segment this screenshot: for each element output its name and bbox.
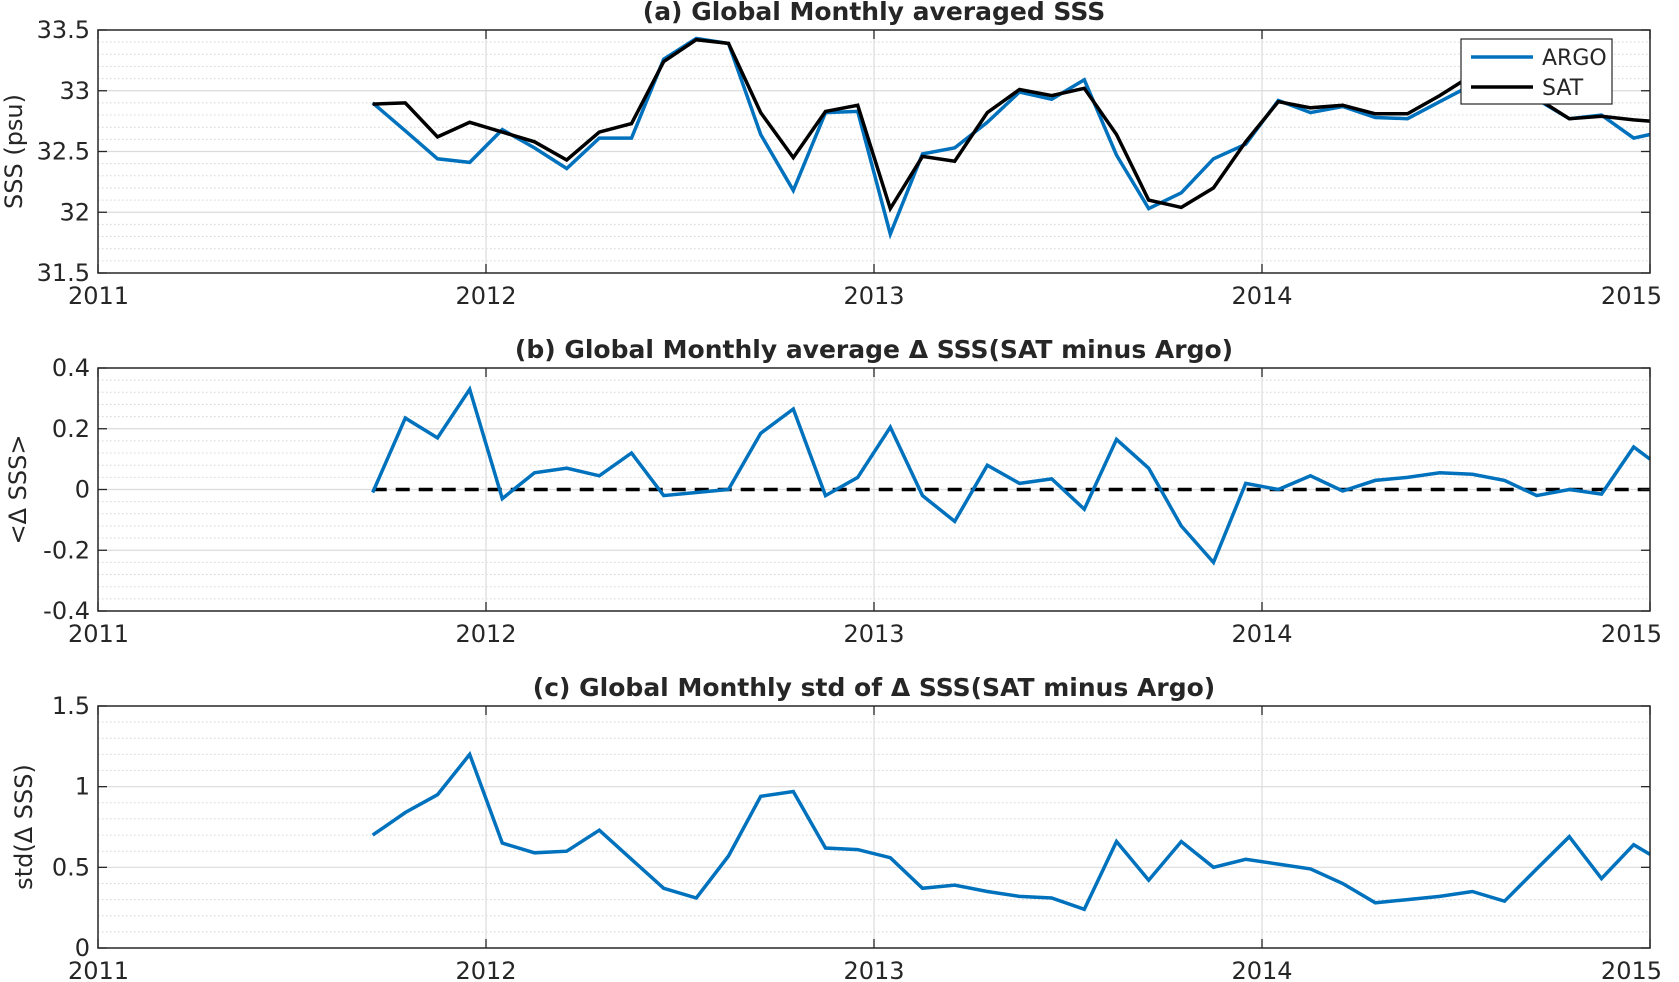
y-axis-label: SSS (psu) <box>0 94 28 209</box>
x-tick-label: 2012 <box>455 957 516 982</box>
y-axis-label: std(Δ SSS) <box>10 764 38 890</box>
series <box>371 750 1651 912</box>
chart-title: (b) Global Monthly average Δ SSS(SAT min… <box>515 335 1233 364</box>
y-tick-label: -0.2 <box>43 536 90 564</box>
x-tick-label: 2013 <box>843 282 904 310</box>
y-tick-label: 33.5 <box>37 16 90 44</box>
series-line-argo <box>371 36 1651 240</box>
y-tick-label: 0.5 <box>52 853 90 881</box>
y-tick-label: 1.5 <box>52 692 90 720</box>
chart-title: (c) Global Monthly std of Δ SSS(SAT minu… <box>533 673 1215 702</box>
x-tick-label: 2015 <box>1601 620 1662 648</box>
x-tick-label: 2012 <box>455 620 516 648</box>
grid <box>98 706 1650 948</box>
y-tick-label: 0 <box>75 476 90 504</box>
panel-c: 0 0.5 1 1.5 2011 2012 2013 2014 2015 (c) Global … <box>10 673 1662 982</box>
series-line-value <box>371 385 1652 566</box>
ticks: 31.5 32 32.5 33 33.5 2011 2012 2013 2014 2015 <box>37 16 1662 310</box>
y-tick-label: 0 <box>75 934 90 962</box>
series-line-sat <box>372 37 1651 213</box>
x-tick-label: 2014 <box>1231 957 1292 982</box>
panel-b: -0.4 -0.2 0 0.2 0.4 2011 2012 2013 2014 2015 (b) … <box>4 335 1662 648</box>
legend: ARGO SAT <box>1460 38 1613 105</box>
y-tick-label: 31.5 <box>37 259 90 287</box>
x-tick-label: 2011 <box>68 620 129 648</box>
series-line-value <box>371 750 1651 912</box>
x-tick-label: 2014 <box>1231 620 1292 648</box>
y-tick-label: -0.4 <box>43 597 90 625</box>
series <box>371 36 1651 240</box>
ticks: -0.4 -0.2 0 0.2 0.4 2011 2012 2013 2014 2015 <box>43 354 1662 648</box>
ticks: 0 0.5 1 1.5 2011 2012 2013 2014 2015 <box>52 692 1662 982</box>
panel-a: 31.5 32 32.5 33 33.5 2011 2012 2013 2014 2015 (a)… <box>0 0 1662 310</box>
y-tick-label: 32.5 <box>37 138 90 166</box>
series <box>371 385 1652 566</box>
legend-box <box>1460 38 1613 105</box>
x-tick-label: 2013 <box>843 620 904 648</box>
x-tick-label: 2011 <box>68 957 129 982</box>
chart-title: (a) Global Monthly averaged SSS <box>643 0 1105 26</box>
y-tick-label: 1 <box>75 773 90 801</box>
x-tick-label: 2014 <box>1231 282 1292 310</box>
y-tick-label: 0.4 <box>52 354 90 382</box>
x-tick-label: 2015 <box>1601 282 1662 310</box>
y-axis-label: <Δ SSS> <box>4 435 32 545</box>
legend-label-argo: ARGO <box>1542 46 1607 71</box>
y-tick-label: 0.2 <box>52 415 90 443</box>
x-tick-label: 2011 <box>68 282 129 310</box>
y-tick-label: 32 <box>59 198 90 226</box>
y-tick-label: 33 <box>59 77 90 105</box>
x-tick-label: 2015 <box>1601 957 1662 982</box>
x-tick-label: 2012 <box>455 282 516 310</box>
x-tick-label: 2013 <box>843 957 904 982</box>
legend-label-sat: SAT <box>1542 76 1584 101</box>
